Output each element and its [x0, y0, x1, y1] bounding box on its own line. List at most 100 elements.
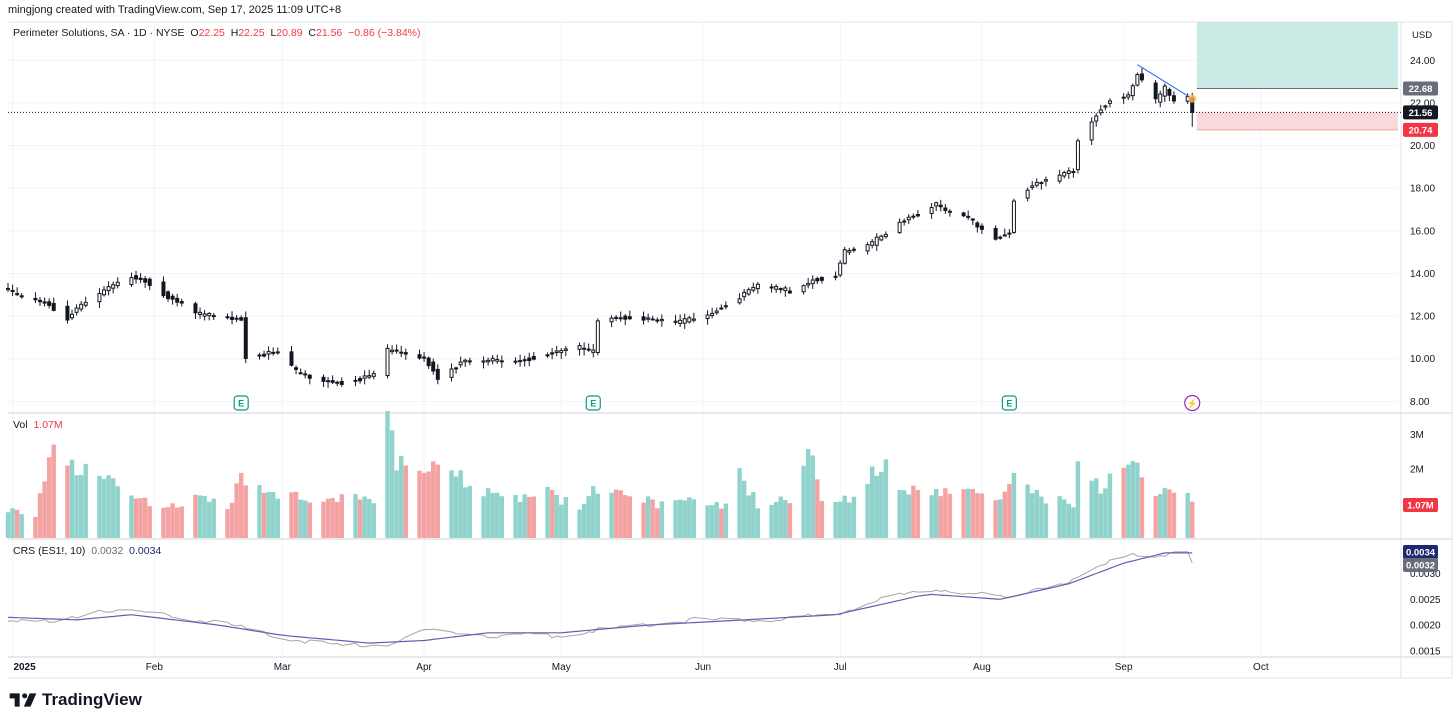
volume-legend-value: 1.07M: [33, 419, 63, 431]
candle-body: [262, 353, 267, 357]
volume-bar: [69, 459, 75, 538]
candle-body: [490, 357, 495, 362]
volume-bar: [179, 506, 184, 538]
tradingview-brand[interactable]: TradingView: [8, 690, 142, 710]
volume-bar: [591, 486, 596, 538]
volume-bar: [755, 508, 761, 538]
volume-bar: [577, 509, 582, 538]
stop-price-badge-bg: [1403, 122, 1438, 137]
volume-bar: [673, 500, 678, 538]
crs-ma-badge: 0.0034: [1406, 548, 1436, 559]
volume-bar: [197, 495, 203, 538]
candle-body: [563, 348, 568, 351]
candle-body: [806, 283, 811, 286]
candle-body: [390, 349, 395, 353]
candle-body: [778, 288, 783, 291]
volume-bar: [513, 495, 518, 538]
volume-legend-label: Vol: [13, 419, 28, 431]
volume-bar: [321, 501, 326, 538]
candle-body: [577, 345, 582, 350]
volume-bar: [522, 494, 527, 538]
volume-bar: [399, 455, 404, 538]
volume-bar: [490, 492, 495, 538]
candle-body: [609, 317, 614, 323]
candle-body: [842, 249, 847, 264]
volume-bar: [1098, 493, 1103, 538]
target-price-badge-bg: [1403, 81, 1438, 96]
volume-bar: [1121, 467, 1126, 538]
candle-body: [335, 381, 340, 384]
candle-body: [339, 381, 344, 385]
price-legend: Perimeter Solutions, SA · 1D · NYSE O22.…: [13, 27, 421, 39]
candle-body: [518, 360, 523, 363]
time-tick-label: Feb: [146, 662, 164, 673]
volume-bar: [115, 486, 120, 538]
candle-body: [1121, 96, 1126, 99]
volume-bar: [33, 516, 38, 538]
volume-bar: [563, 497, 569, 538]
volume-bar: [449, 470, 454, 538]
candle-body: [175, 297, 180, 303]
volume-bar: [723, 503, 729, 538]
open-value: 22.25: [198, 27, 225, 39]
volume-bar: [581, 503, 587, 538]
candle-body: [138, 277, 143, 281]
volume-bar: [1130, 461, 1136, 538]
volume-bar: [837, 501, 843, 538]
last-price-badge: 21.56: [1409, 108, 1433, 119]
volume-bar: [911, 485, 916, 538]
candle-body: [358, 378, 363, 382]
candle-body: [367, 375, 372, 378]
candle-body: [353, 379, 358, 382]
change-value: −0.86 (−3.84%): [348, 27, 421, 39]
volume-bar: [819, 501, 825, 538]
candle-body: [897, 221, 902, 233]
volume-bar: [330, 497, 335, 538]
volume-bar: [531, 496, 537, 538]
candle-body: [298, 372, 303, 375]
stop-price-badge: 20.74: [1409, 125, 1433, 136]
volume-bar: [714, 502, 719, 538]
candle-body: [1153, 82, 1158, 100]
candle-body: [961, 212, 966, 217]
volume-bar: [421, 472, 427, 538]
candle-body: [1062, 171, 1067, 177]
candle-body: [810, 279, 815, 285]
candle-body: [1103, 105, 1108, 108]
time-tick-label: Apr: [416, 662, 432, 673]
candle-body: [783, 287, 788, 292]
candle-body: [751, 286, 756, 291]
candle-body: [10, 289, 15, 292]
candle-body: [746, 289, 751, 295]
candle-body: [591, 349, 596, 353]
candle-body: [1025, 189, 1030, 199]
candle-body: [326, 380, 331, 383]
volume-bar: [1185, 492, 1190, 538]
volume-bar: [623, 495, 628, 538]
candle-body: [129, 277, 134, 286]
volume-bar: [129, 495, 134, 538]
candle-body: [915, 213, 920, 217]
candle-body: [513, 360, 518, 363]
candle-body: [641, 316, 646, 321]
volume-bar: [1089, 480, 1094, 538]
volume-bar: [865, 483, 870, 538]
volume-bar: [1066, 503, 1071, 538]
candle-body: [33, 297, 38, 301]
volume-bar: [842, 495, 847, 538]
candle-body: [454, 367, 459, 370]
volume-bar: [46, 457, 52, 538]
volume-bar: [1162, 487, 1168, 538]
candle-body: [307, 374, 312, 379]
volume-bar: [746, 495, 751, 538]
candle-body: [687, 317, 692, 323]
candle-body: [70, 313, 75, 319]
candle-body: [1135, 74, 1140, 86]
volume-tick-label: 3M: [1410, 430, 1424, 441]
volume-bar: [367, 499, 372, 538]
candle-body: [1171, 95, 1176, 102]
volume-bar: [101, 478, 107, 538]
candle-body: [865, 244, 870, 252]
candle-body: [1130, 85, 1135, 97]
